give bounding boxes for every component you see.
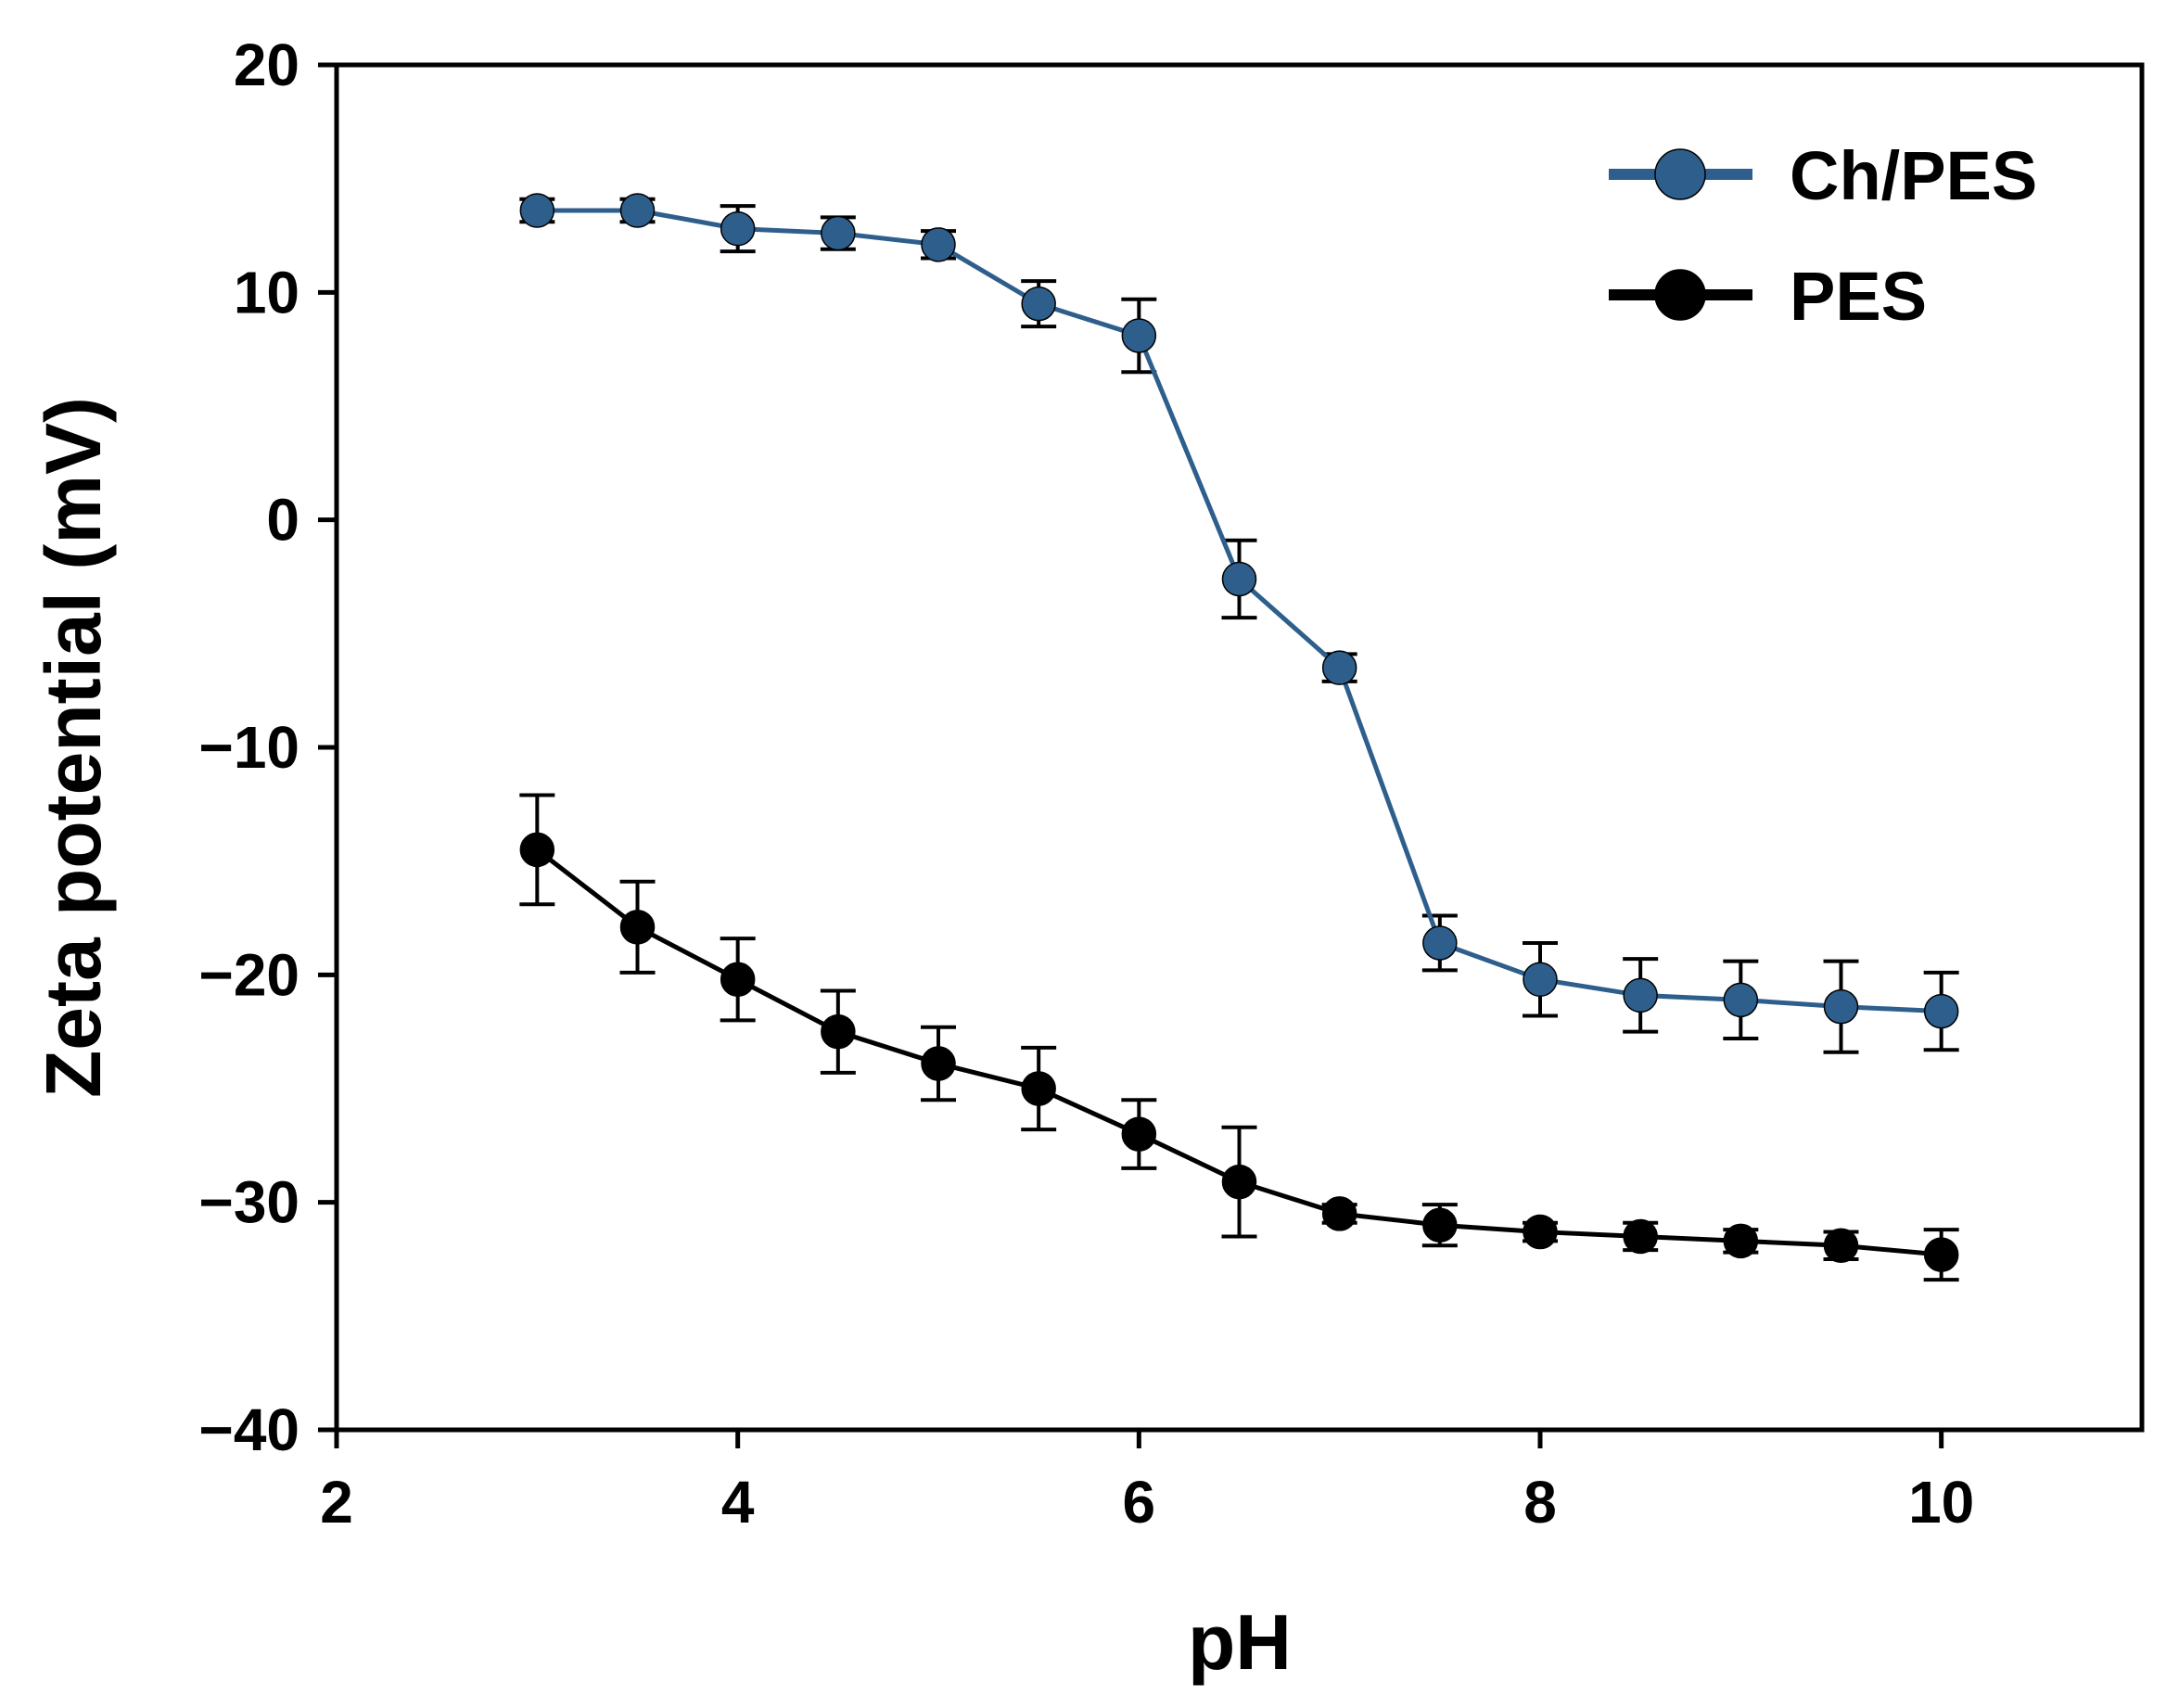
x-tick-label: 6 bbox=[1123, 1469, 1156, 1536]
y-tick-label: −10 bbox=[198, 714, 299, 781]
legend-marker bbox=[1654, 269, 1706, 321]
y-tick-label: 10 bbox=[234, 259, 299, 325]
legend-label: Ch/PES bbox=[1790, 137, 2037, 214]
data-point bbox=[1623, 977, 1658, 1013]
legend-item: Ch/PES bbox=[1609, 137, 2037, 214]
data-point bbox=[1021, 286, 1056, 322]
y-tick-label: −40 bbox=[198, 1396, 299, 1463]
legend: Ch/PES PES bbox=[1609, 137, 2037, 335]
data-point bbox=[1422, 925, 1458, 961]
series-layer bbox=[519, 193, 1959, 1282]
y-axis-title: Zeta potential (mV) bbox=[30, 397, 117, 1098]
data-point bbox=[1321, 1196, 1357, 1231]
y-tick-label: 20 bbox=[234, 32, 299, 98]
legend-label: PES bbox=[1790, 258, 1927, 335]
series-pes bbox=[519, 793, 1959, 1282]
data-point bbox=[1623, 1218, 1658, 1255]
x-axis-ticks: 2 4 6 8 10 bbox=[320, 1430, 1974, 1536]
data-point bbox=[619, 193, 656, 228]
data-point bbox=[1823, 988, 1859, 1025]
x-tick-label: 4 bbox=[721, 1469, 755, 1536]
y-axis-ticks: 20 10 0 −10 −20 −30 −40 bbox=[198, 32, 337, 1463]
data-point bbox=[821, 215, 856, 251]
data-point bbox=[821, 1013, 856, 1050]
data-point bbox=[519, 832, 555, 868]
data-point bbox=[519, 193, 555, 228]
legend-item: PES bbox=[1609, 258, 1927, 335]
data-point bbox=[1221, 1164, 1257, 1200]
x-tick-label: 2 bbox=[320, 1469, 353, 1536]
x-tick-label: 8 bbox=[1523, 1469, 1557, 1536]
data-point bbox=[1121, 1116, 1157, 1152]
y-tick-label: 0 bbox=[266, 487, 299, 554]
data-point bbox=[1021, 1071, 1056, 1106]
data-point bbox=[720, 210, 756, 247]
y-tick-label: −30 bbox=[198, 1169, 299, 1236]
data-point bbox=[619, 910, 656, 945]
data-point bbox=[1723, 1223, 1759, 1259]
data-point bbox=[1221, 561, 1257, 597]
data-point bbox=[1823, 1228, 1859, 1264]
data-point bbox=[1121, 318, 1157, 353]
data-point bbox=[921, 1046, 956, 1081]
data-point bbox=[921, 227, 956, 262]
data-point bbox=[1422, 1207, 1458, 1243]
data-point bbox=[1523, 1214, 1558, 1250]
legend-marker bbox=[1654, 148, 1706, 200]
data-point bbox=[1321, 650, 1357, 685]
data-point bbox=[720, 962, 756, 997]
series-ch-pes bbox=[519, 193, 1959, 1054]
x-tick-label: 10 bbox=[1908, 1469, 1974, 1536]
data-point bbox=[1923, 1237, 1959, 1272]
data-point bbox=[1523, 962, 1558, 997]
y-tick-label: −20 bbox=[198, 941, 299, 1008]
data-point bbox=[1723, 982, 1759, 1018]
data-point bbox=[1923, 993, 1959, 1029]
x-axis-title: pH bbox=[1188, 1599, 1292, 1686]
